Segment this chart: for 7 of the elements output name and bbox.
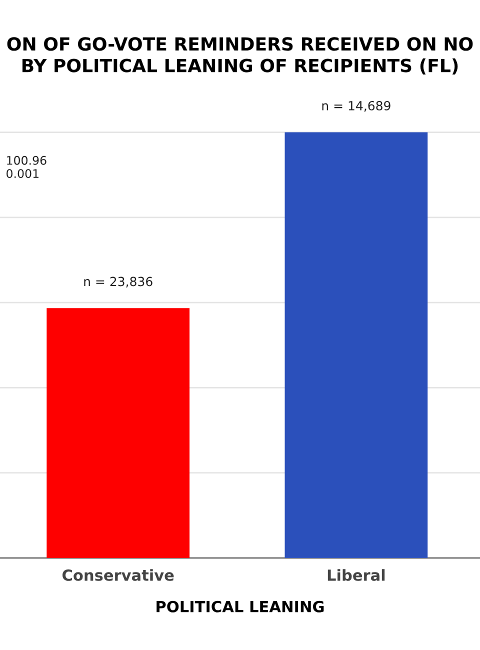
annotation: n = 23,836 xyxy=(84,276,152,288)
x-axis-title: POLITICAL LEANING xyxy=(156,600,324,612)
chart-title: ON OF GO-VOTE REMINDERS RECEIVED ON NO BY POLITICAL LEANING OF RECIPIENTS (FL) xyxy=(7,37,473,74)
annotation: 100.96 0.001 xyxy=(6,156,46,178)
annotation: n = 14,689 xyxy=(322,100,390,112)
x-tick-label: Conservative xyxy=(62,569,174,581)
x-tick-label: Liberal xyxy=(328,569,385,581)
